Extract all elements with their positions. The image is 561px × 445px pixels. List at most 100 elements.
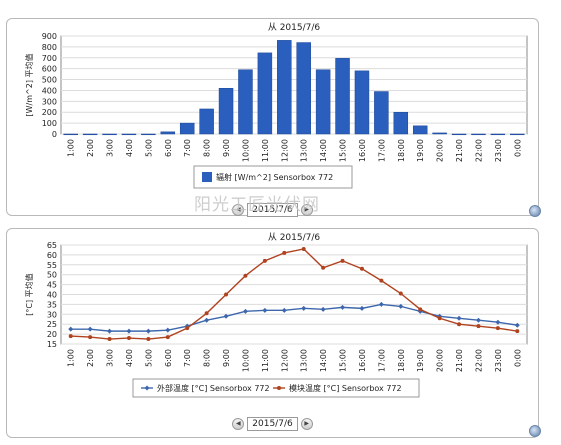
prev-day-button[interactable]: ◀ bbox=[232, 204, 245, 216]
x-tick-label: 4:00 bbox=[125, 139, 134, 157]
data-point bbox=[204, 311, 209, 316]
y-tick-label: 15 bbox=[47, 340, 57, 349]
x-tick-label: 12:00 bbox=[280, 139, 289, 162]
data-point bbox=[145, 328, 151, 334]
bar bbox=[374, 91, 389, 135]
data-point bbox=[457, 322, 462, 327]
plot-area bbox=[60, 35, 528, 135]
x-tick-label: 15:00 bbox=[339, 139, 348, 162]
y-tick-label: 700 bbox=[42, 54, 57, 63]
x-tick-label: 0:00 bbox=[513, 139, 522, 157]
bar bbox=[510, 133, 525, 136]
y-tick-label: 35 bbox=[47, 300, 57, 309]
data-point bbox=[515, 329, 520, 334]
y-tick-label: 600 bbox=[42, 65, 57, 74]
temperature-chart-panel: 从 2015/7/6 15 20 25 30 35 40 45 50 55 60 65 1:00 2:00… bbox=[6, 228, 539, 438]
x-tick-label: 12:00 bbox=[280, 349, 289, 372]
data-point bbox=[340, 304, 346, 310]
next-day-button[interactable]: ▶ bbox=[300, 418, 313, 430]
x-tick-label: 17:00 bbox=[377, 139, 386, 162]
chart-title: 从 2015/7/6 bbox=[268, 232, 321, 243]
y-tick-label: 300 bbox=[42, 97, 57, 106]
y-tick-label: 200 bbox=[42, 108, 57, 117]
data-point bbox=[242, 308, 248, 314]
data-point bbox=[514, 322, 520, 328]
legend-swatch bbox=[202, 172, 212, 182]
series-line bbox=[70, 303, 518, 332]
x-tick-label: 11:00 bbox=[261, 349, 270, 372]
next-day-button[interactable]: ▶ bbox=[300, 204, 313, 216]
x-tick-label: 6:00 bbox=[164, 139, 173, 157]
y-tick-label: 900 bbox=[42, 32, 57, 41]
y-axis-label: [W/m^2] 平均值 bbox=[24, 54, 34, 117]
data-point bbox=[495, 326, 500, 331]
y-tick-label: 800 bbox=[42, 43, 57, 52]
x-tick-label: 22:00 bbox=[474, 139, 483, 162]
x-tick-label: 19:00 bbox=[416, 349, 425, 372]
data-point bbox=[301, 305, 307, 311]
date-navigator-2: ◀ 2015/7/6 ▶ bbox=[7, 417, 538, 431]
bar bbox=[354, 70, 370, 135]
data-point bbox=[321, 265, 326, 270]
x-tick-label: 10:00 bbox=[241, 139, 250, 162]
data-point bbox=[359, 266, 364, 271]
y-tick-label: 500 bbox=[42, 76, 57, 85]
date-field[interactable]: 2015/7/6 bbox=[247, 417, 298, 431]
data-point bbox=[87, 326, 93, 332]
x-tick-label: 13:00 bbox=[300, 139, 309, 162]
data-point bbox=[68, 334, 73, 339]
data-point bbox=[185, 326, 190, 331]
x-tick-label: 2:00 bbox=[86, 349, 95, 367]
x-tick-label: 0:00 bbox=[513, 349, 522, 367]
bar bbox=[432, 132, 447, 135]
data-point bbox=[204, 317, 210, 323]
x-tick-label: 5:00 bbox=[144, 139, 153, 157]
data-point bbox=[378, 301, 384, 307]
bar bbox=[218, 88, 234, 135]
bar bbox=[296, 42, 311, 135]
data-point bbox=[223, 313, 229, 319]
bar bbox=[121, 133, 137, 136]
radiation-chart-panel: 从 2015/7/6 0 100 200 300 400 500 600 700 800 900 1:… bbox=[6, 18, 539, 217]
x-tick-label: 13:00 bbox=[300, 349, 309, 372]
x-tick-label: 23:00 bbox=[494, 349, 503, 372]
data-point bbox=[107, 337, 112, 342]
x-tick-label: 9:00 bbox=[222, 349, 231, 367]
y-tick-label: 55 bbox=[47, 261, 57, 270]
data-point bbox=[282, 250, 287, 255]
prev-day-button[interactable]: ◀ bbox=[232, 418, 245, 430]
x-tick-label: 20:00 bbox=[436, 349, 445, 372]
bar bbox=[63, 133, 78, 136]
bar bbox=[393, 111, 409, 135]
legend-label: 模块温度 [°C] Sensorbox 772 bbox=[289, 383, 402, 393]
y-tick-label: 0 bbox=[52, 130, 57, 139]
data-point bbox=[359, 305, 365, 311]
y-tick-label: 50 bbox=[47, 271, 57, 280]
date-field[interactable]: 2015/7/6 bbox=[247, 203, 298, 217]
x-tick-label: 1:00 bbox=[67, 139, 76, 157]
data-point bbox=[320, 306, 326, 312]
y-tick-label: 30 bbox=[47, 310, 57, 319]
data-point bbox=[456, 315, 462, 321]
x-tick-label: 5:00 bbox=[144, 349, 153, 367]
x-tick-label: 20:00 bbox=[436, 139, 445, 162]
bar bbox=[451, 133, 467, 136]
x-tick-label: 14:00 bbox=[319, 139, 328, 162]
data-point bbox=[398, 291, 403, 296]
date-navigator-1: ◀ 2015/7/6 ▶ bbox=[7, 203, 538, 217]
legend-marker bbox=[144, 385, 150, 391]
data-point bbox=[262, 307, 268, 313]
x-tick-label: 7:00 bbox=[183, 139, 192, 157]
x-tick-label: 17:00 bbox=[377, 349, 386, 372]
settings-icon[interactable] bbox=[529, 205, 541, 217]
bar bbox=[199, 108, 214, 135]
legend-label: 辐射 [W/m^2] Sensorbox 772 bbox=[216, 172, 333, 182]
bar bbox=[315, 69, 331, 135]
bar bbox=[179, 122, 195, 135]
bar bbox=[257, 52, 273, 135]
settings-icon[interactable] bbox=[529, 425, 541, 437]
legend-label: 外部温度 [°C] Sensorbox 772 bbox=[157, 383, 270, 393]
x-tick-label: 2:00 bbox=[86, 139, 95, 157]
series-line bbox=[70, 248, 518, 340]
data-point bbox=[107, 328, 113, 334]
